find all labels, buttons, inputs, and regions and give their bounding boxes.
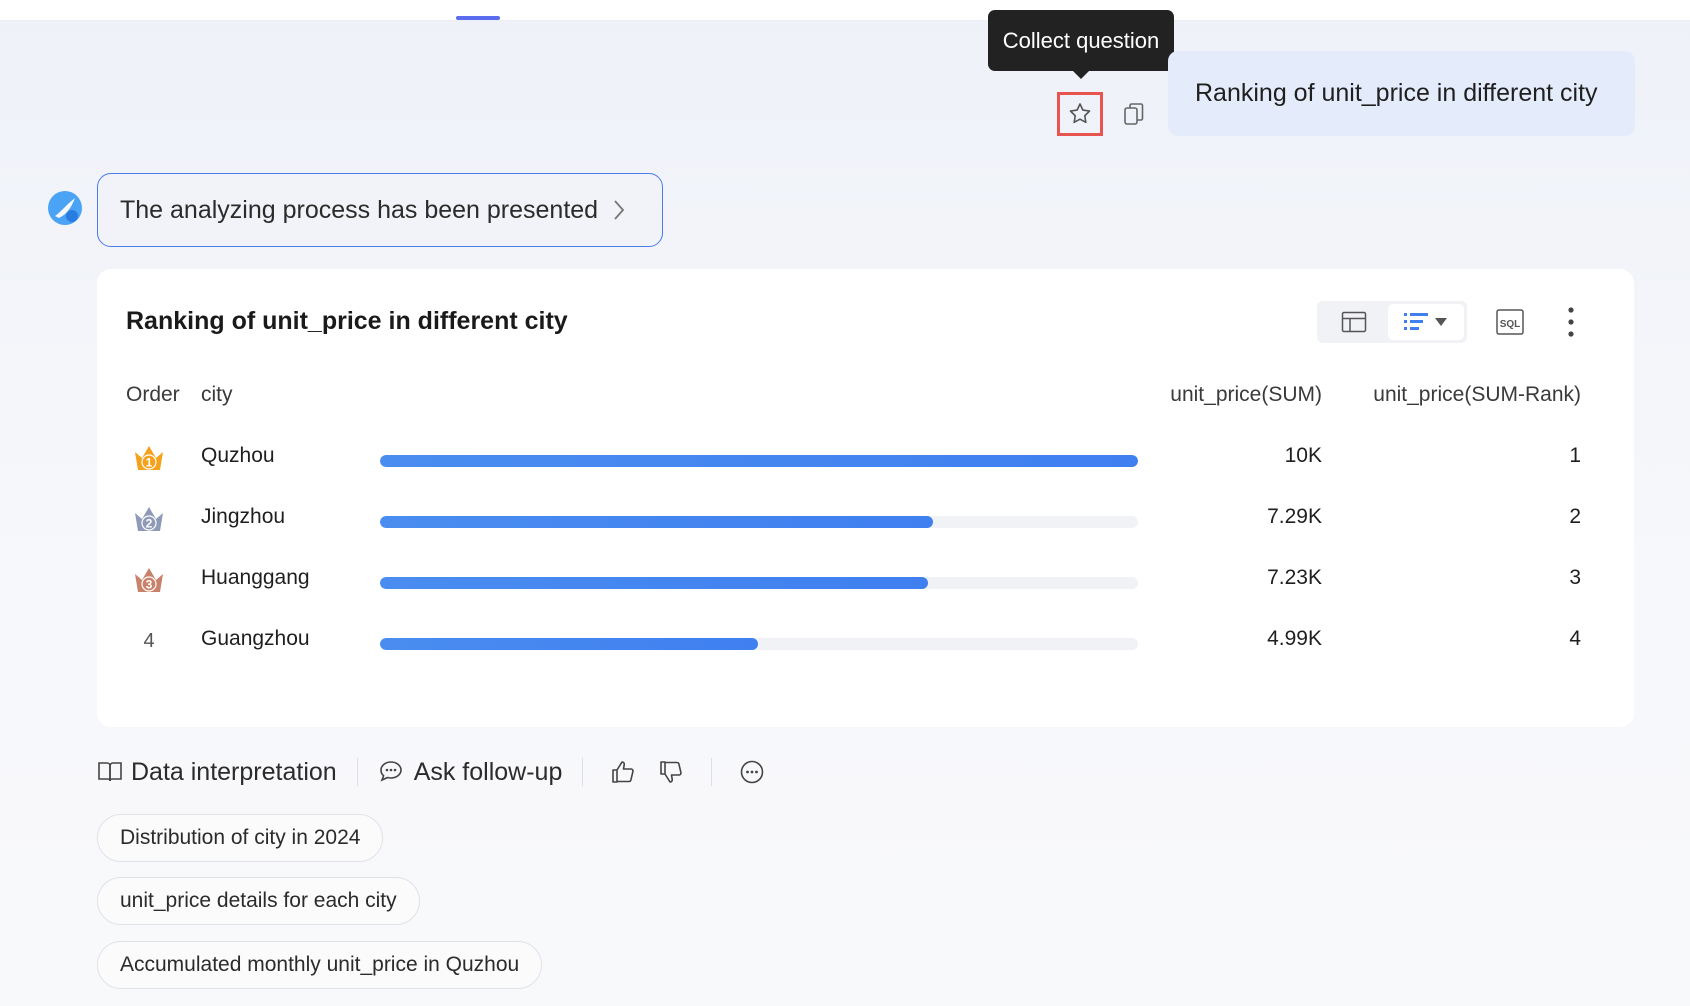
assistant-avatar	[47, 190, 83, 226]
user-question-bubble: Ranking of unit_price in different city	[1168, 51, 1635, 136]
value-bar	[380, 638, 759, 650]
rank-order: 4	[143, 629, 155, 652]
chevron-right-icon	[614, 200, 625, 220]
ranking-table: Order city unit_price(SUM) unit_price(SU…	[97, 369, 1634, 669]
divider	[582, 758, 584, 786]
divider	[711, 758, 713, 786]
more-horizontal-icon	[741, 760, 764, 784]
ask-follow-up-label: Ask follow-up	[413, 757, 563, 786]
collect-question-tooltip: Collect question	[988, 10, 1174, 79]
table-icon	[1341, 311, 1367, 333]
card-title: Ranking of unit_price in different city	[126, 307, 568, 335]
rank-order: 2	[146, 517, 153, 531]
city-name: Guangzhou	[201, 627, 310, 650]
rank-bronze-crown-icon: 3	[131, 562, 167, 598]
more-options-button[interactable]	[1561, 305, 1581, 339]
star-icon	[1069, 103, 1091, 124]
answer-actions: Data interpretation Ask follow-up	[97, 752, 772, 792]
sql-icon: SQL	[1496, 309, 1524, 335]
table-row: 5Siping4.25K5	[97, 668, 1634, 669]
question-actions	[1057, 92, 1157, 136]
data-interpretation-button[interactable]: Data interpretation	[97, 758, 337, 787]
analysis-process-pill[interactable]: The analyzing process has been presented	[97, 173, 663, 247]
copy-question-button[interactable]	[1111, 92, 1157, 136]
table-row: 4 Guangzhou 4.99K 4	[97, 611, 1634, 669]
table-row: 2 Jingzhou 7.29K 2	[97, 489, 1634, 550]
column-header-city: city	[201, 383, 233, 406]
chat-bubbles-icon	[379, 761, 402, 782]
rank-value: 1	[1569, 444, 1581, 467]
table-row: 1 Quzhou 10K 1	[97, 428, 1634, 489]
city-name: Huanggang	[201, 566, 310, 589]
rank-silver-crown-icon: 2	[131, 501, 167, 537]
user-question-text: Ranking of unit_price in different city	[1195, 79, 1598, 107]
book-icon	[98, 762, 122, 782]
collect-question-button[interactable]	[1057, 92, 1103, 136]
more-vertical-icon	[1568, 307, 1574, 337]
sum-value: 7.23K	[1267, 566, 1322, 589]
column-header-rank: unit_price(SUM-Rank)	[1373, 383, 1581, 406]
value-bar-track	[380, 638, 1138, 650]
sum-value: 7.29K	[1267, 505, 1322, 528]
ranking-view-dropdown[interactable]	[1388, 304, 1464, 340]
caret-down-icon	[1435, 318, 1447, 326]
value-bar-track	[380, 577, 1138, 589]
ask-follow-up-button[interactable]: Ask follow-up	[378, 757, 563, 787]
thumbs-up-button[interactable]	[603, 752, 643, 792]
rank-order: 3	[146, 578, 153, 592]
city-name: Jingzhou	[201, 505, 286, 528]
rank-value: 2	[1569, 505, 1581, 528]
sql-button[interactable]: SQL	[1493, 307, 1527, 337]
copy-icon	[1124, 103, 1144, 125]
city-name: Quzhou	[201, 444, 275, 467]
rank-value: 4	[1569, 627, 1581, 650]
value-bar-track	[380, 455, 1138, 467]
sum-value: 4.99K	[1267, 627, 1322, 650]
more-actions-button[interactable]	[732, 752, 772, 792]
view-switch	[1317, 301, 1467, 343]
thumbs-down-icon	[660, 761, 683, 783]
column-header-sum: unit_price(SUM)	[1170, 383, 1322, 406]
thumbs-up-icon	[612, 761, 635, 783]
suggestion-chip[interactable]: Accumulated monthly unit_price in Quzhou	[97, 941, 543, 989]
value-bar	[380, 455, 1138, 467]
ranking-card: Ranking of unit_price in different city	[97, 269, 1634, 727]
table-row: 3 Huanggang 7.23K 3	[97, 550, 1634, 611]
value-bar	[380, 516, 933, 528]
column-header-order: Order	[126, 383, 180, 406]
suggestion-chip[interactable]: Distribution of city in 2024	[97, 814, 384, 862]
sql-icon-label: SQL	[1500, 319, 1521, 330]
active-tab-indicator	[456, 16, 500, 20]
rank-order: 1	[146, 456, 153, 470]
ranking-list-icon	[1404, 313, 1428, 330]
top-bar	[0, 0, 1690, 21]
data-interpretation-label: Data interpretation	[131, 757, 337, 786]
divider	[356, 758, 358, 786]
sum-value: 10K	[1284, 444, 1322, 467]
table-view-button[interactable]	[1320, 304, 1388, 340]
rank-value: 3	[1569, 566, 1581, 589]
suggestion-chip[interactable]: unit_price details for each city	[97, 877, 420, 925]
value-bar-track	[380, 516, 1138, 528]
analysis-process-label: The analyzing process has been presented	[120, 195, 599, 224]
value-bar	[380, 577, 929, 589]
thumbs-down-button[interactable]	[651, 752, 691, 792]
rank-gold-crown-icon: 1	[131, 440, 167, 476]
